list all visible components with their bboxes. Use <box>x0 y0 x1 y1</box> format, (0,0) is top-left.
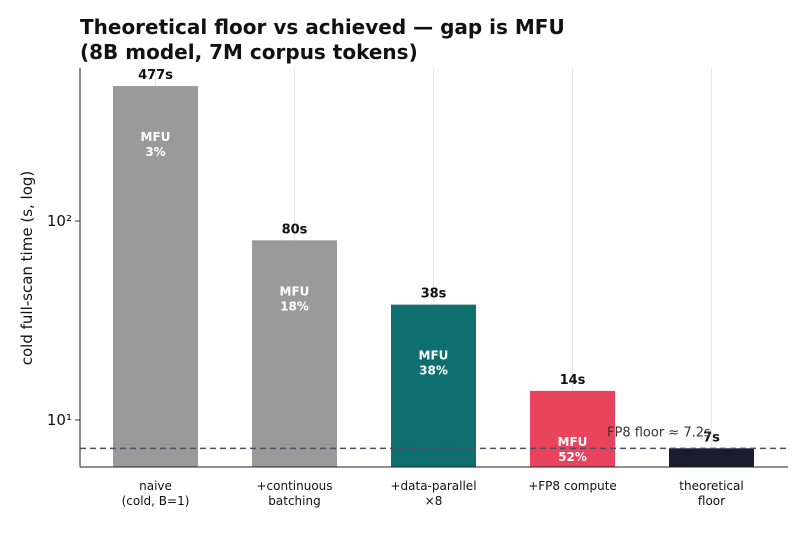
y-tick-label: 10² <box>47 212 72 230</box>
x-tick-label: theoretical floor <box>679 479 743 508</box>
value-label: 7s <box>703 430 720 445</box>
x-tick-label: +FP8 compute <box>528 479 617 493</box>
value-label: 80s <box>282 222 308 237</box>
value-label: 477s <box>138 68 173 83</box>
bar <box>113 86 198 467</box>
bar <box>530 390 615 467</box>
y-axis-label: cold full-scan time (s, log) <box>18 171 36 366</box>
reference-label: FP8 floor ≈ 7.2s <box>607 425 711 440</box>
y-tick-label: 10¹ <box>47 411 72 429</box>
value-label: 14s <box>560 373 586 388</box>
x-tick-label: naive (cold, B=1) <box>122 479 190 508</box>
bar <box>391 304 476 467</box>
mfu-label: MFU 3% <box>141 130 171 159</box>
chart-subtitle: (8B model, 7M corpus tokens) <box>80 40 418 64</box>
mfu-label: MFU 38% <box>419 349 449 378</box>
bar <box>669 448 754 467</box>
mfu-label: MFU 52% <box>558 435 588 464</box>
value-label: 38s <box>421 287 447 302</box>
x-tick-label: +data-parallel ×8 <box>390 479 476 508</box>
x-tick-label: +continuous batching <box>256 479 332 508</box>
bar <box>252 240 337 467</box>
mfu-label: MFU 18% <box>280 284 310 313</box>
chart-title: Theoretical floor vs achieved — gap is M… <box>80 15 565 39</box>
